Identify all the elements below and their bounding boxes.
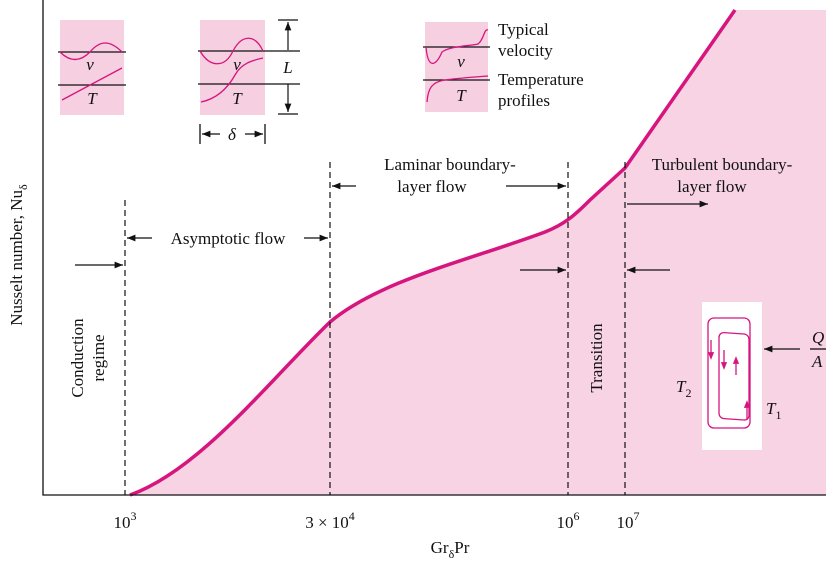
axes (42, 0, 826, 496)
region-label: Laminar boundary- (384, 155, 516, 174)
cavity-box (702, 302, 762, 450)
velocity-profile (425, 29, 489, 65)
symbol: L (282, 58, 292, 77)
tick-exp: 3 (131, 509, 137, 523)
label-sub: δ (16, 184, 30, 190)
tick-base: 10 (114, 513, 131, 532)
label-text: T (766, 399, 777, 418)
profile-box (425, 22, 488, 112)
loop (707, 317, 751, 429)
flux-label: Q (812, 328, 824, 347)
region-label: layer flow (397, 177, 467, 196)
label-sub: δ (449, 547, 455, 561)
legend-text: Typical (498, 20, 549, 39)
region-label: layer flow (677, 177, 747, 196)
label-text: Nusselt number, Nu (7, 189, 26, 325)
label-text: T (676, 377, 687, 396)
loop (718, 331, 750, 421)
legend-text: velocity (498, 41, 553, 60)
legend-text: profiles (498, 91, 550, 110)
symbol: v (233, 55, 241, 74)
symbol: T (232, 89, 243, 108)
x-tick-label: 107 (617, 509, 640, 532)
nusselt-curve (129, 9, 737, 497)
symbol: δ (228, 125, 237, 144)
temperature-profile (61, 67, 123, 101)
flux-label: A (811, 352, 823, 371)
symbol: v (86, 55, 94, 74)
velocity-profile (199, 37, 264, 65)
label-text: Pr (454, 538, 469, 557)
symbol: T (87, 89, 98, 108)
symbol: v (457, 52, 465, 71)
region-label: Asymptotic flow (171, 229, 286, 248)
legend-text: Temperature (498, 70, 584, 89)
tick-base: 10 (557, 513, 574, 532)
velocity-profile (59, 42, 123, 61)
tick-exp: 4 (349, 509, 355, 523)
region-label: regime (89, 334, 108, 381)
label-sub: 2 (685, 386, 691, 400)
x-axis-label: GrδPr (431, 538, 470, 561)
temperature-profile (200, 57, 264, 103)
cavity-label: T2 (676, 377, 691, 400)
label-sub: 1 (775, 408, 781, 422)
label-text: Gr (431, 538, 449, 557)
region-label: Conduction (68, 318, 87, 398)
profile-box (60, 20, 124, 115)
region-label: Transition (587, 323, 606, 393)
tick-exp: 7 (634, 509, 640, 523)
tick-exp: 6 (574, 509, 580, 523)
x-tick-label: 106 (557, 509, 580, 532)
x-tick-label: 3 × 104 (305, 509, 355, 532)
symbol: T (456, 86, 467, 105)
x-tick-label: 103 (114, 509, 137, 532)
region-label: Turbulent boundary- (652, 155, 793, 174)
cavity-label: T1 (766, 399, 781, 422)
tick-base: 10 (617, 513, 634, 532)
temperature-profile (426, 75, 489, 103)
y-axis-label: Nusselt number, Nuδ (7, 184, 30, 326)
tick-base: 3 × 10 (305, 513, 349, 532)
